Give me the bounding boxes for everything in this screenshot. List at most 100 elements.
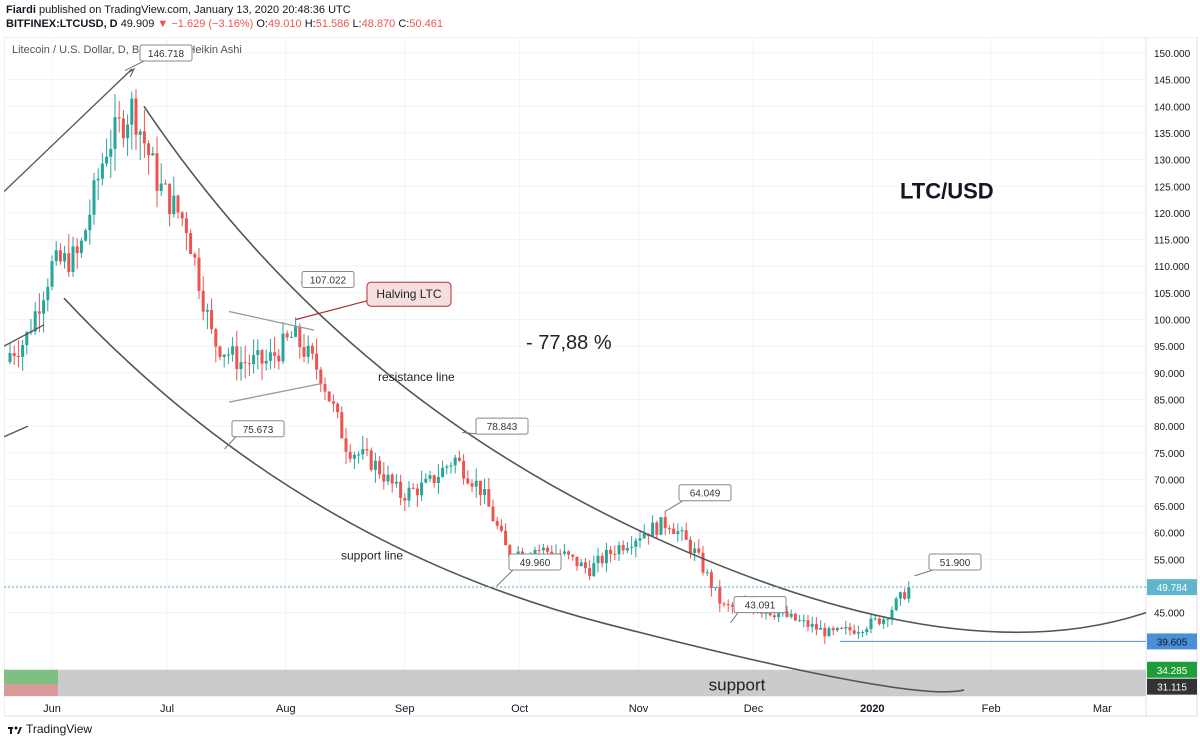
chart-canvas[interactable]: 150.000 145.000 140.000 135.000 130.000 125.0… [4,37,1198,717]
candle-body [474,480,478,487]
candle-body [709,572,713,588]
triangle-lower-line [228,382,323,403]
callout-box [678,484,732,502]
candle-body [894,598,898,610]
candle-body [789,613,793,617]
candle-body [466,478,470,484]
candle-body [336,403,340,413]
candle-body [247,363,251,365]
candle-body [445,466,449,468]
candle-body [508,545,512,558]
candle-body [697,548,701,553]
support-curve [63,297,965,693]
price-marker-label: 34.285 [1157,666,1188,677]
y-tick-label: 140.000 [1154,102,1191,113]
candle-body [432,475,436,484]
price-marker-label: 31.115 [1157,683,1187,694]
y-tick-label: 90.000 [1154,369,1185,380]
y-tick-label: 150.000 [1154,49,1191,60]
candle-body [399,481,403,499]
callout-label: 49.960 [520,558,551,569]
open-label: O: [256,18,268,30]
chart-frame[interactable]: 150.000 145.000 140.000 135.000 130.000 125.0… [4,37,1198,717]
candle-body [67,253,71,272]
candle-body [798,620,802,622]
candle-body [100,163,104,179]
y-tick-label: 65.000 [1154,502,1185,513]
candle-body [197,257,201,291]
symbol-label[interactable]: BITFINEX:LTCUSD, D [6,18,118,30]
candle-body [663,517,667,529]
candle-body [172,195,176,215]
y-tick-label: 115.000 [1154,236,1190,247]
candle-body [567,551,571,555]
y-tick-label: 95.000 [1154,342,1185,353]
candle-body [130,98,134,125]
candle-body [147,143,151,156]
candle-body [239,362,243,370]
candle-body [294,326,298,337]
candle-body [634,540,638,547]
price-marker-tag [1147,678,1197,695]
candle-body [373,460,377,470]
candle-body [831,628,835,631]
author-name[interactable]: Fiardi [6,4,36,16]
candle-body [478,480,482,495]
candle-body [424,478,428,483]
candle-body [693,548,697,553]
x-tick-label: Nov [629,703,649,715]
candle-body [827,628,831,637]
callout-pointer [496,569,514,587]
x-tick-label: Jun [43,703,61,715]
candle-body [16,355,20,357]
candle-body [105,156,109,164]
candle-body [88,214,92,231]
candle-body [340,412,344,439]
candle-body [541,547,545,551]
x-tick-label: Aug [276,703,296,715]
candle-body [840,627,844,629]
candle-body [277,355,281,362]
candle-body [365,449,369,451]
candle-body [705,572,709,574]
candle-body [159,183,163,191]
candle-body [630,546,634,548]
y-tick-label: 60.000 [1154,529,1185,540]
y-tick-label: 130.000 [1154,156,1191,167]
candle-body [58,250,62,262]
tradingview-logo-icon[interactable] [8,724,22,734]
candle-body [651,522,655,537]
candle-body [289,336,293,338]
candle-body [42,300,46,314]
candle-body [193,254,197,258]
candle-body [676,531,680,534]
open-value: 49.010 [268,18,302,30]
close-value: 50.461 [409,18,443,30]
x-tick-label: Jul [160,703,174,715]
candle-body [386,474,390,482]
candle-body [37,311,41,314]
callout-pointer [665,500,684,512]
candle-body [180,212,184,219]
candle-body [428,475,432,479]
candle-body [470,483,474,487]
candle-body [331,401,335,404]
resistance-curve [143,105,1147,634]
uptrend-line [4,68,133,193]
candle-body [600,555,604,564]
candle-body [441,467,445,477]
candle-body [726,604,730,606]
candle-body [273,352,277,356]
candle-body [865,629,869,633]
candle-body [546,547,550,552]
x-tick-label: Feb [982,703,1001,715]
x-tick-label: Sep [395,703,415,715]
candle-body [63,253,67,262]
y-tick-label: 75.000 [1154,449,1185,460]
tradingview-brand[interactable]: TradingView [26,722,93,736]
triangle-upper-line [228,310,315,331]
candle-body [75,246,79,254]
candle-body [394,481,398,484]
footer: TradingView [8,722,92,736]
candle-body [411,487,415,489]
